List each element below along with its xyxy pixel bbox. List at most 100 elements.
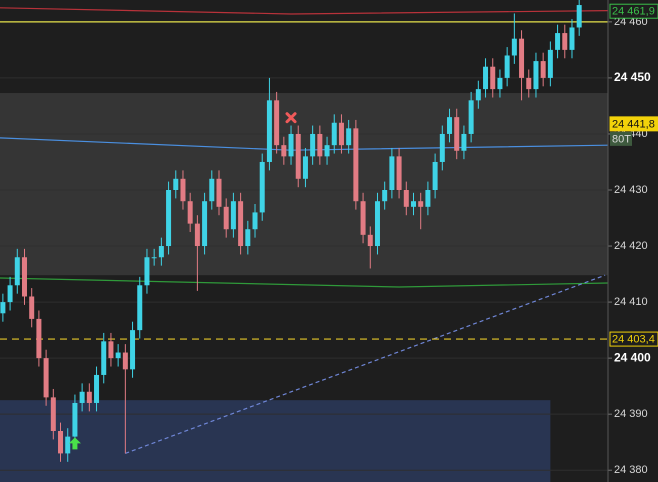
candle-body	[36, 318, 42, 359]
candle-body	[497, 77, 503, 90]
candle-body	[0, 302, 6, 314]
marker-x	[285, 112, 297, 124]
plot-area	[0, 0, 609, 482]
candle-body	[374, 201, 380, 247]
candle-body	[194, 223, 200, 247]
candle-body	[245, 229, 251, 247]
indicator-line	[0, 277, 609, 288]
candle-body	[166, 189, 172, 247]
candle-body	[346, 128, 352, 146]
y-tick-label: 24 380	[614, 464, 648, 476]
marker-arrow	[68, 437, 81, 450]
candle-body	[432, 161, 438, 190]
candle-body	[202, 201, 208, 247]
candle-body	[86, 391, 92, 403]
candle-body	[151, 257, 157, 259]
candle-body	[230, 201, 236, 230]
candle-body	[288, 133, 294, 157]
candle-body	[555, 33, 561, 50]
candle-body	[468, 100, 474, 134]
candle-body	[310, 133, 316, 157]
candle-body	[187, 201, 193, 224]
y-tick-label: 24 410	[614, 296, 648, 308]
candle-body	[439, 133, 445, 162]
candle-body	[547, 49, 553, 78]
price-tag	[609, 116, 658, 132]
candle-body	[79, 391, 85, 403]
y-tick-label: 24 390	[614, 408, 648, 420]
candle-body	[43, 358, 49, 398]
candle-body	[115, 352, 121, 359]
candle-body	[367, 234, 373, 247]
candle-body	[281, 145, 287, 157]
candle-body	[475, 89, 481, 101]
candle-body	[65, 436, 71, 454]
price-tag	[609, 331, 658, 347]
price-axis: 24 380 24 390 24 400 24 410 24 420 24 430 24 4…	[607, 0, 658, 482]
candle-body	[108, 341, 114, 359]
candle-body	[490, 66, 496, 90]
candle-body	[266, 100, 272, 162]
candle-body	[209, 178, 215, 202]
candle-body	[511, 38, 517, 56]
candle-body	[526, 77, 532, 90]
candle-body	[101, 341, 107, 375]
candle-body	[562, 33, 568, 50]
candle-body	[173, 178, 179, 190]
candle-body	[425, 189, 431, 207]
candle-body	[569, 27, 575, 50]
candle-body	[504, 55, 510, 78]
candle-body	[14, 257, 20, 286]
candle-body	[216, 178, 222, 207]
candle-body	[29, 296, 35, 319]
candle-body	[94, 374, 100, 403]
candle-body	[274, 100, 280, 146]
price-tag	[609, 3, 658, 19]
candle-body	[238, 201, 244, 247]
candle-body	[295, 133, 301, 179]
y-tick-label: 24 420	[614, 240, 648, 252]
timer-tag	[610, 131, 632, 146]
candle-body	[454, 117, 460, 151]
candle-body	[223, 206, 229, 230]
candle-body	[122, 352, 128, 370]
y-tick-label: 24 400	[614, 350, 651, 364]
candle-body	[410, 201, 416, 207]
indicator-line	[0, 7, 609, 15]
candle-body	[58, 430, 64, 454]
candle-body	[353, 128, 359, 202]
candle-body	[259, 161, 265, 213]
candle-body	[158, 246, 164, 258]
candle-body	[331, 122, 337, 146]
candle-body	[21, 257, 27, 297]
candle-body	[180, 178, 186, 202]
candle-body	[360, 201, 366, 235]
candle-body	[338, 122, 344, 146]
candle-body	[50, 397, 56, 431]
zone	[0, 93, 608, 276]
y-tick-label: 24 430	[614, 184, 648, 196]
indicator-line	[125, 274, 606, 454]
candle-body	[252, 212, 258, 230]
candle-body	[137, 285, 143, 331]
candle-body	[461, 133, 467, 151]
candle-body	[447, 117, 453, 134]
candle-body	[418, 201, 424, 207]
candle-body	[576, 5, 582, 28]
price-tag-label: 24 461,9	[612, 6, 655, 18]
candle-body	[317, 133, 323, 157]
candle-body	[7, 285, 13, 303]
price-tag-label: 24 441,8	[612, 118, 655, 130]
candle-body	[540, 61, 546, 78]
candle-body	[533, 61, 539, 90]
candle-body	[324, 145, 330, 157]
candle-body	[519, 38, 525, 78]
y-tick-label: 24 450	[614, 70, 651, 84]
zone	[0, 400, 551, 482]
y-tick-label: 24 460	[614, 16, 648, 28]
price-tag-label: 24 403,4	[612, 333, 655, 345]
candle-body	[72, 402, 78, 437]
candle-body	[130, 330, 136, 370]
candle-body	[382, 189, 388, 202]
